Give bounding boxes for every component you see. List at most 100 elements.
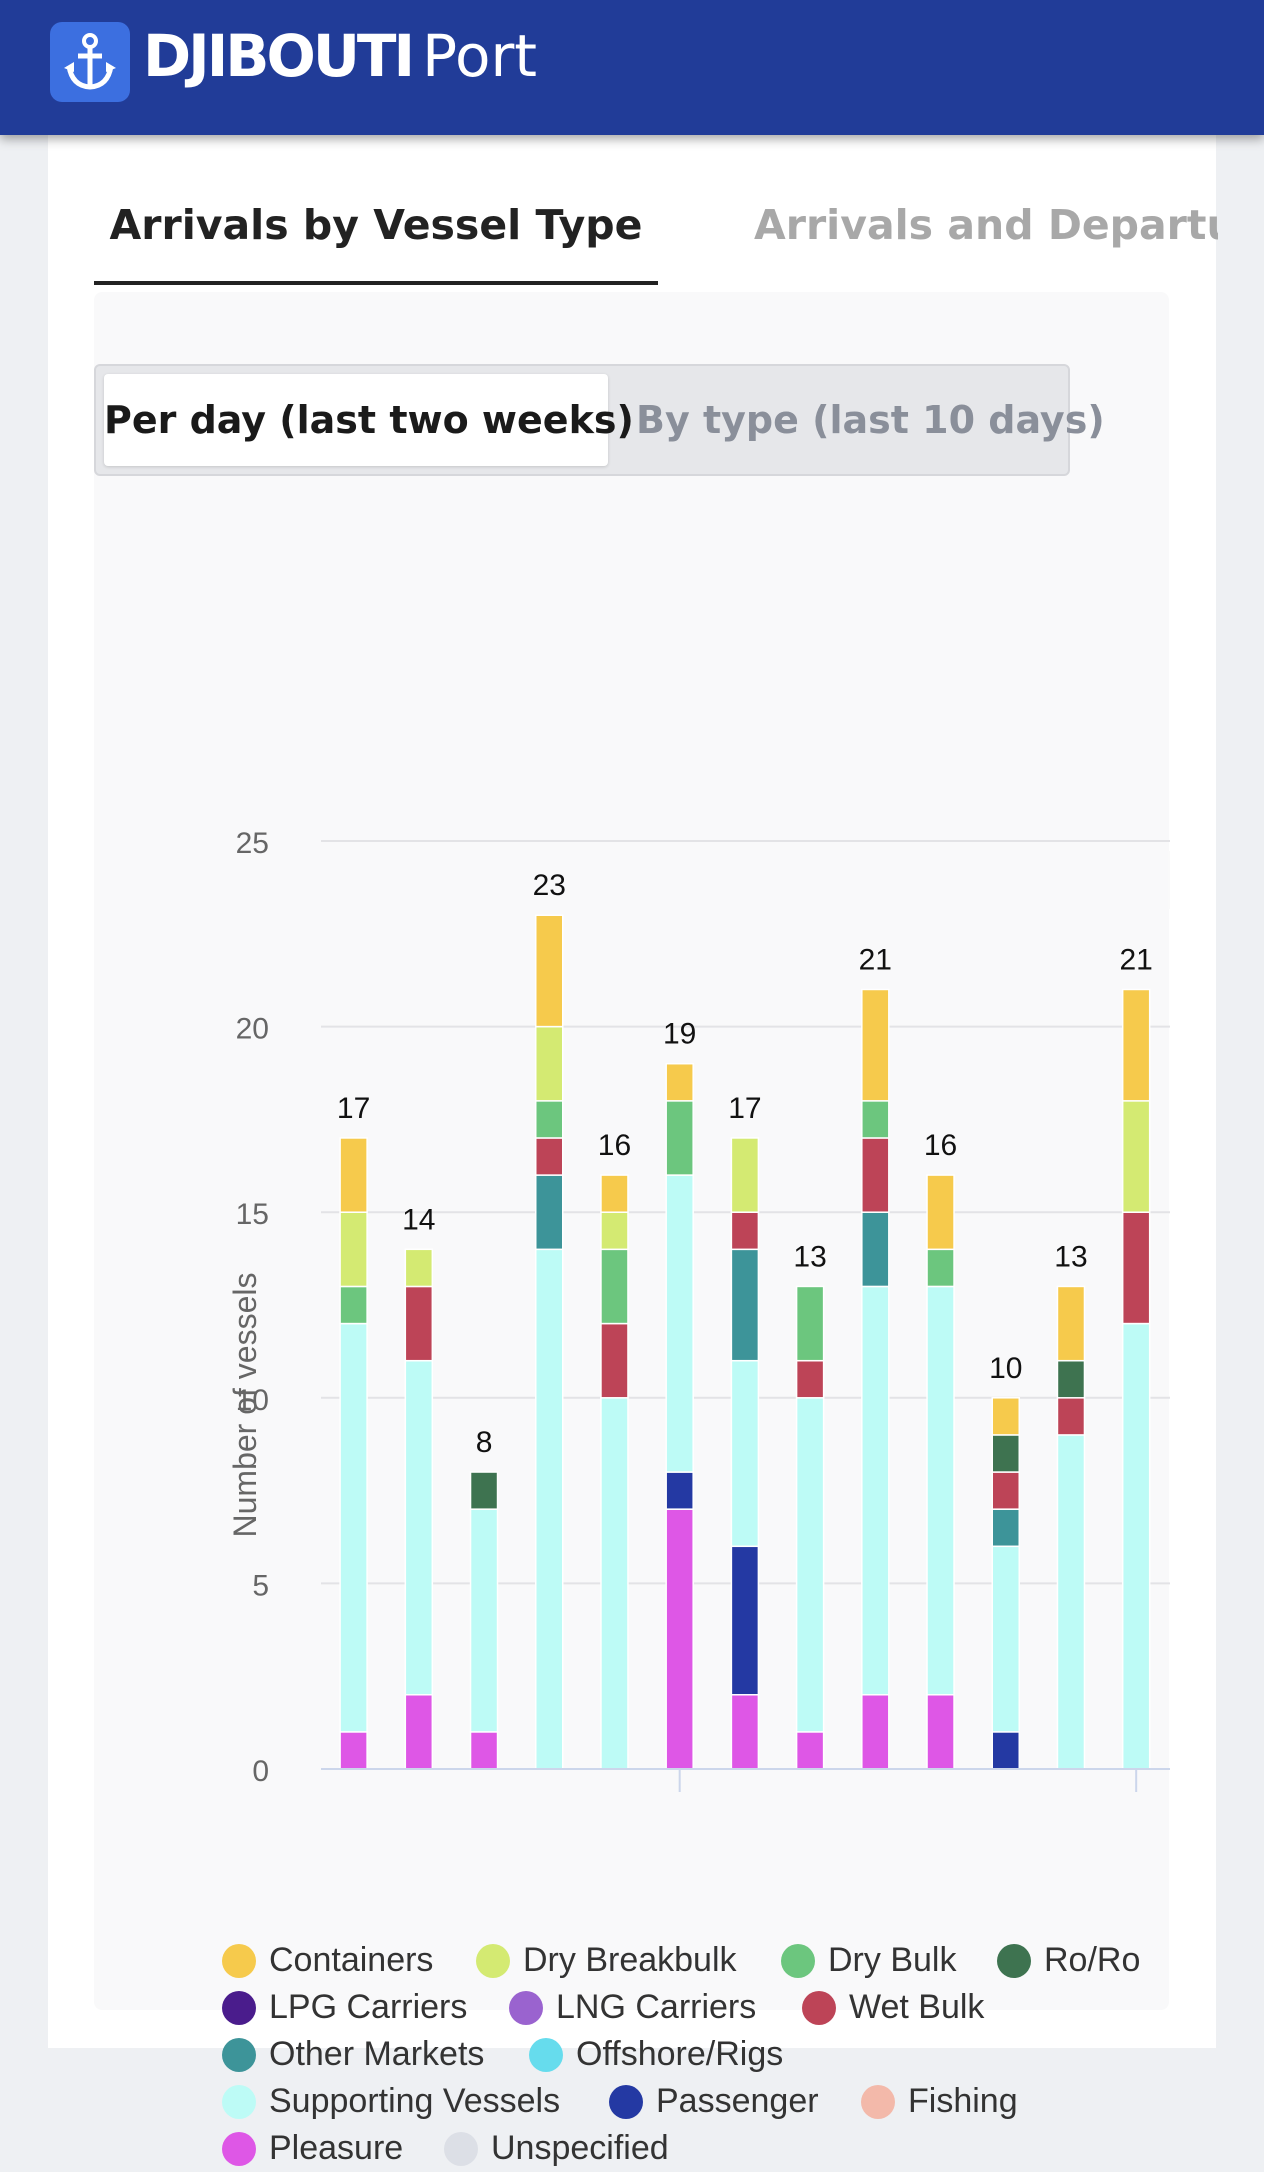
bar-segment[interactable] xyxy=(1121,1100,1151,1213)
bar-segment[interactable] xyxy=(600,1248,629,1325)
bar-segment[interactable] xyxy=(339,1211,368,1288)
bar-segment[interactable] xyxy=(1056,1397,1086,1436)
legend-item[interactable]: Supporting Vessels xyxy=(222,2078,560,2125)
bar-segment[interactable] xyxy=(991,1434,1020,1473)
legend-item[interactable]: Dry Breakbulk xyxy=(476,1937,737,1984)
legend-item[interactable]: Wet Bulk xyxy=(802,1984,984,2031)
tab-arrivals-and-departures[interactable]: Arrivals and Departures xyxy=(754,201,1218,249)
bar-segment[interactable] xyxy=(991,1471,1020,1510)
bar-segment[interactable] xyxy=(665,1508,694,1770)
bar-segment[interactable] xyxy=(535,1100,564,1139)
bar-segment[interactable] xyxy=(665,1062,694,1102)
bar-segment[interactable] xyxy=(861,1211,890,1288)
bar-segment[interactable] xyxy=(339,1322,368,1733)
bar-segment[interactable] xyxy=(1121,1322,1151,1770)
bar-segment[interactable] xyxy=(404,1285,434,1362)
bar-segment[interactable] xyxy=(795,1731,825,1770)
bar-segment[interactable] xyxy=(991,1397,1020,1436)
legend-item[interactable]: Other Markets xyxy=(222,2031,484,2078)
bar-segment[interactable] xyxy=(404,1359,434,1696)
legend-swatch xyxy=(222,1990,256,2025)
legend-item[interactable]: LNG Carriers xyxy=(509,1984,756,2031)
bar-segment[interactable] xyxy=(600,1397,629,1770)
legend-swatch xyxy=(609,2084,643,2119)
bar-segment[interactable] xyxy=(730,1545,760,1696)
legend-item[interactable]: Dry Bulk xyxy=(781,1937,956,1984)
bar-segment[interactable] xyxy=(861,1100,890,1139)
legend-item[interactable]: LPG Carriers xyxy=(222,1984,467,2031)
bar-segment[interactable] xyxy=(861,1285,890,1696)
bar-segment[interactable] xyxy=(795,1285,825,1362)
bar-segment[interactable] xyxy=(404,1248,434,1288)
bar-segment[interactable] xyxy=(991,1545,1020,1733)
bar-segment[interactable] xyxy=(861,988,890,1102)
tab-arrivals-by-vessel-type[interactable]: Arrivals by Vessel Type xyxy=(94,175,658,285)
bar-segment[interactable] xyxy=(535,1025,564,1102)
data-label: 10 xyxy=(989,1352,1022,1385)
bar-segment[interactable] xyxy=(730,1137,760,1213)
legend-swatch xyxy=(222,2131,256,2166)
chart-panel: Per day (last two weeks) By type (last 1… xyxy=(94,292,1170,2167)
segment-per-day[interactable]: Per day (last two weeks) xyxy=(104,374,634,466)
legend-swatch xyxy=(509,1990,543,2025)
bar-segment[interactable] xyxy=(861,1694,890,1770)
bar-segment[interactable] xyxy=(665,1100,694,1176)
bar-segment[interactable] xyxy=(795,1397,825,1733)
segment-by-type[interactable]: By type (last 10 days) xyxy=(636,398,1105,442)
data-label: 17 xyxy=(337,1092,370,1125)
legend-label: Offshore/Rigs xyxy=(576,2035,784,2073)
legend-item[interactable]: Containers xyxy=(222,1937,433,1984)
bar-segment[interactable] xyxy=(469,1731,499,1770)
bar-segment[interactable] xyxy=(1056,1285,1086,1362)
bar-segment[interactable] xyxy=(665,1174,694,1473)
bar-segment[interactable] xyxy=(535,1137,564,1176)
bar-segment[interactable] xyxy=(730,1211,760,1251)
app-header: DJIBOUTI Port xyxy=(0,0,1264,135)
bar-segment[interactable] xyxy=(535,1174,564,1251)
bar-segment[interactable] xyxy=(991,1731,1020,1770)
bar-segment[interactable] xyxy=(926,1174,955,1251)
chart-legend: Containers Dry Breakbulk Dry Bulk Ro/Ro LPG … xyxy=(222,1937,1222,2172)
bar-segment[interactable] xyxy=(535,1248,564,1770)
legend-swatch xyxy=(476,1943,510,1978)
legend-row: LPG Carriers LNG Carriers Wet Bulk xyxy=(222,1984,1222,2031)
brand-title[interactable]: DJIBOUTI Port xyxy=(143,22,538,90)
data-label: 17 xyxy=(728,1092,761,1125)
bar-segment[interactable] xyxy=(600,1322,629,1399)
bar-segment[interactable] xyxy=(339,1137,368,1213)
bar-segment[interactable] xyxy=(535,914,564,1028)
bar-segment[interactable] xyxy=(665,1471,694,1510)
bar-segment[interactable] xyxy=(991,1508,1020,1548)
bar-segment[interactable] xyxy=(730,1359,760,1548)
bar-segment[interactable] xyxy=(926,1694,955,1770)
bar-segment[interactable] xyxy=(339,1285,368,1325)
bar-segment[interactable] xyxy=(795,1359,825,1399)
bar-segment[interactable] xyxy=(730,1248,760,1362)
legend-item[interactable]: Ro/Ro xyxy=(997,1937,1140,1984)
bar-segment[interactable] xyxy=(926,1248,955,1288)
bar-segment[interactable] xyxy=(730,1694,760,1770)
legend-item[interactable]: Unspecified xyxy=(444,2125,669,2172)
legend-item[interactable]: Pleasure xyxy=(222,2125,403,2172)
bar-segment[interactable] xyxy=(600,1211,629,1251)
bar-segment[interactable] xyxy=(1056,1359,1086,1399)
bar-segment[interactable] xyxy=(861,1137,890,1213)
legend-swatch xyxy=(222,2084,256,2119)
legend-swatch xyxy=(861,2084,895,2119)
bar-segment[interactable] xyxy=(469,1508,499,1733)
bar-segment[interactable] xyxy=(339,1731,368,1770)
bar-segment[interactable] xyxy=(1121,988,1151,1102)
legend-item[interactable]: Offshore/Rigs xyxy=(529,2031,783,2078)
bar-segment[interactable] xyxy=(1056,1434,1086,1770)
bar-segment[interactable] xyxy=(469,1471,499,1510)
legend-item[interactable]: Fishing xyxy=(861,2078,1018,2125)
bar-segment[interactable] xyxy=(404,1694,434,1770)
legend-row: Other Markets Offshore/Rigs xyxy=(222,2031,1222,2078)
anchor-icon[interactable] xyxy=(50,22,130,102)
bar-segment[interactable] xyxy=(1121,1211,1151,1325)
legend-item[interactable]: Passenger xyxy=(609,2078,819,2125)
menu-icon[interactable] xyxy=(1168,851,1170,909)
bar-segment[interactable] xyxy=(926,1285,955,1696)
bar-segment[interactable] xyxy=(600,1174,629,1213)
y-tick-label: 5 xyxy=(252,1569,269,1602)
